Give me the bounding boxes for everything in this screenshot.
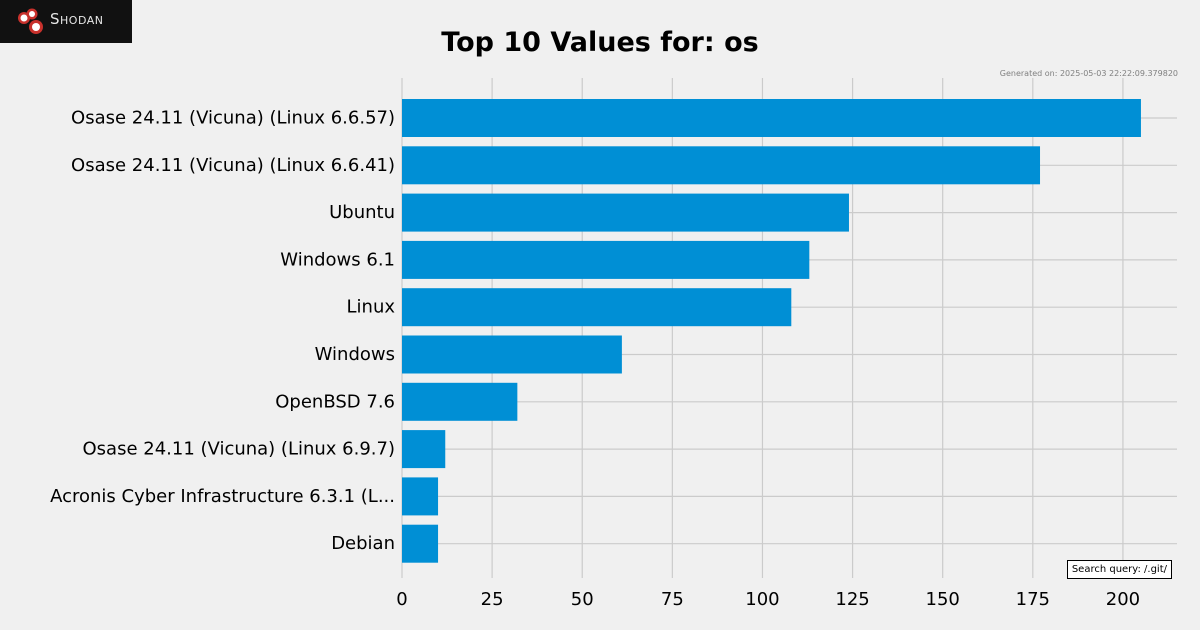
bar xyxy=(402,335,622,374)
bar xyxy=(402,382,518,421)
x-tick-label: 100 xyxy=(745,589,779,610)
category-label: OpenBSD 7.6 xyxy=(275,391,395,412)
shodan-logo[interactable]: Shodan xyxy=(0,0,132,43)
category-label: Windows 6.1 xyxy=(280,249,395,270)
bar xyxy=(402,240,810,279)
generated-timestamp: Generated on: 2025-05-03 22:22:09.379820 xyxy=(999,69,1178,78)
category-label: Debian xyxy=(331,533,395,554)
x-tick-label: 150 xyxy=(926,589,960,610)
bar xyxy=(402,477,439,516)
x-tick-label: 125 xyxy=(835,589,869,610)
category-label: Osase 24.11 (Vicuna) (Linux 6.6.41) xyxy=(71,155,395,176)
chart-title: Top 10 Values for: os xyxy=(441,27,759,58)
logo-text: Shodan xyxy=(50,10,104,28)
bar xyxy=(402,146,1041,185)
category-label: Acronis Cyber Infrastructure 6.3.1 (L... xyxy=(50,486,395,507)
x-tick-label: 175 xyxy=(1016,589,1050,610)
x-tick-label: 200 xyxy=(1106,589,1140,610)
category-label: Linux xyxy=(347,297,396,318)
x-tick-label: 75 xyxy=(661,589,684,610)
x-tick-label: 25 xyxy=(481,589,504,610)
bar xyxy=(402,524,439,563)
x-tick-label: 50 xyxy=(571,589,594,610)
category-label: Windows xyxy=(315,344,395,365)
category-label: Ubuntu xyxy=(329,202,395,223)
shodan-logo-icon xyxy=(18,8,43,34)
x-tick-label: 0 xyxy=(396,589,407,610)
bar xyxy=(402,430,446,469)
bar xyxy=(402,99,1141,137)
bar xyxy=(402,288,792,327)
category-label: Osase 24.11 (Vicuna) (Linux 6.9.7) xyxy=(83,439,396,460)
search-query-box: Search query: /.git/ xyxy=(1066,560,1172,579)
bar xyxy=(402,193,849,232)
category-label: Osase 24.11 (Vicuna) (Linux 6.6.57) xyxy=(71,108,395,129)
